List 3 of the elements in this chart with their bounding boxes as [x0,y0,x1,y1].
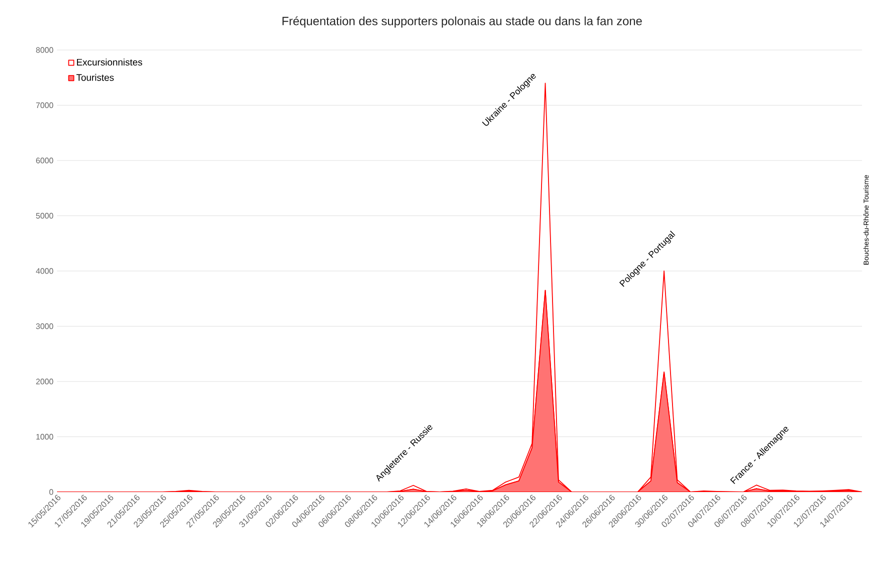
chart-title: Fréquentation des supporters polonais au stade ou dans la fan zone [282,16,642,28]
legend-label: Touristes [76,74,114,81]
legend-label: Excursionnistes [77,58,142,66]
